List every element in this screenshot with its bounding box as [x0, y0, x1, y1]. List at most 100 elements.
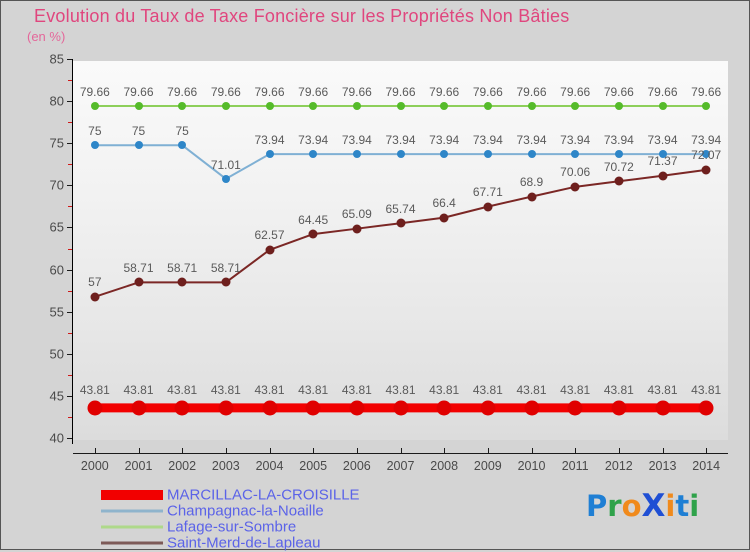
data-point-label: 43.81: [341, 383, 372, 398]
data-point-label: 79.66: [429, 84, 460, 99]
data-point[interactable]: [178, 141, 187, 150]
x-axis-tick: [225, 448, 227, 453]
data-point-label: 79.66: [472, 84, 503, 99]
data-point[interactable]: [702, 101, 711, 110]
data-point[interactable]: [352, 224, 362, 234]
data-point[interactable]: [614, 101, 623, 110]
data-point[interactable]: [262, 400, 277, 416]
data-point[interactable]: [658, 150, 667, 159]
x-axis-tick-label: 2013: [648, 459, 677, 473]
y-axis-tick: [67, 353, 72, 355]
legend-item-label: MARCILLAC-LA-CROISILLE: [167, 486, 360, 504]
data-point[interactable]: [87, 400, 103, 416]
data-point[interactable]: [221, 174, 230, 183]
data-point[interactable]: [701, 165, 711, 175]
data-point-label: 43.81: [429, 383, 460, 398]
y-axis-minor-tick: [68, 290, 72, 292]
legend-item-label: Saint-Merd-de-Lapleau: [167, 534, 321, 552]
data-point[interactable]: [567, 400, 583, 416]
data-point[interactable]: [483, 101, 492, 110]
data-point[interactable]: [396, 218, 405, 228]
data-point[interactable]: [352, 150, 361, 159]
data-point[interactable]: [265, 150, 274, 159]
data-point[interactable]: [309, 101, 318, 110]
data-point[interactable]: [440, 101, 449, 110]
data-point[interactable]: [393, 400, 408, 416]
data-point-label: 79.66: [647, 84, 678, 99]
data-point[interactable]: [702, 150, 711, 159]
data-point[interactable]: [174, 400, 190, 416]
data-point[interactable]: [614, 150, 623, 159]
x-axis-tick: [706, 448, 708, 453]
data-point[interactable]: [134, 277, 143, 287]
y-axis: [67, 59, 73, 444]
data-point-label: 43.81: [210, 383, 241, 398]
y-axis-tick-label: 65: [49, 219, 64, 235]
data-point-label: 43.81: [254, 383, 285, 398]
data-point[interactable]: [571, 101, 580, 110]
data-point[interactable]: [90, 292, 100, 302]
data-point[interactable]: [265, 101, 274, 110]
data-point[interactable]: [480, 400, 496, 416]
data-point-label: 43.81: [385, 383, 416, 398]
data-point[interactable]: [527, 101, 536, 110]
legend-item[interactable]: Champagnac-la-Noaille: [101, 503, 521, 520]
y-axis-tick-label: 80: [49, 93, 64, 109]
data-point[interactable]: [658, 101, 667, 110]
data-point[interactable]: [439, 213, 449, 223]
data-point-label: 73.94: [472, 133, 503, 148]
data-point[interactable]: [218, 400, 234, 416]
data-point-label: 73.94: [516, 133, 547, 148]
y-axis-tick: [67, 227, 72, 229]
legend-item[interactable]: Lafage-sur-Sombre: [101, 519, 521, 536]
data-point[interactable]: [396, 101, 405, 110]
data-point-label: 58.71: [167, 260, 198, 275]
data-point[interactable]: [611, 400, 627, 416]
data-point[interactable]: [527, 192, 536, 202]
x-axis-tick-label: 2000: [80, 459, 109, 473]
data-point[interactable]: [527, 150, 536, 159]
data-point[interactable]: [131, 400, 146, 416]
x-axis-tick: [356, 448, 358, 453]
data-point[interactable]: [352, 101, 361, 110]
data-point[interactable]: [571, 150, 580, 159]
data-point[interactable]: [396, 150, 405, 159]
data-point-label: 73.94: [647, 133, 678, 148]
data-point[interactable]: [265, 245, 274, 255]
legend-item[interactable]: MARCILLAC-LA-CROISILLE: [101, 486, 521, 504]
x-axis-tick: [313, 448, 315, 453]
data-point[interactable]: [440, 150, 449, 159]
data-point[interactable]: [308, 229, 318, 239]
data-point-label: 43.81: [79, 383, 110, 398]
data-point[interactable]: [349, 400, 365, 416]
legend-item[interactable]: Saint-Merd-de-Lapleau: [101, 534, 521, 552]
data-point[interactable]: [614, 176, 624, 186]
data-point[interactable]: [570, 182, 580, 192]
legend-color-swatch: [101, 509, 163, 513]
data-point[interactable]: [305, 400, 321, 416]
data-point[interactable]: [177, 277, 187, 287]
data-point[interactable]: [436, 400, 452, 416]
data-point[interactable]: [698, 400, 714, 416]
data-point[interactable]: [483, 202, 493, 212]
x-axis-tick: [618, 448, 620, 453]
data-point[interactable]: [658, 171, 667, 181]
y-axis-tick: [67, 143, 72, 145]
data-point[interactable]: [524, 400, 539, 416]
data-point[interactable]: [134, 101, 143, 110]
data-point[interactable]: [655, 400, 670, 416]
data-point[interactable]: [90, 101, 99, 110]
data-point[interactable]: [90, 141, 99, 150]
data-point-label: 79.66: [79, 84, 110, 99]
data-point[interactable]: [178, 101, 187, 110]
data-point[interactable]: [309, 150, 318, 159]
data-point[interactable]: [483, 150, 492, 159]
data-point[interactable]: [221, 277, 231, 287]
y-axis-tick-label: 70: [49, 177, 64, 193]
data-point[interactable]: [134, 141, 143, 150]
data-point-label: 64.45: [298, 212, 329, 227]
y-axis-tick: [67, 185, 72, 187]
data-point[interactable]: [221, 101, 230, 110]
data-point-label: 79.66: [254, 84, 285, 99]
x-axis-labels: 2000 2001 2002 2003 2004 2005 2006 2007 2008 2009…: [1, 459, 750, 479]
